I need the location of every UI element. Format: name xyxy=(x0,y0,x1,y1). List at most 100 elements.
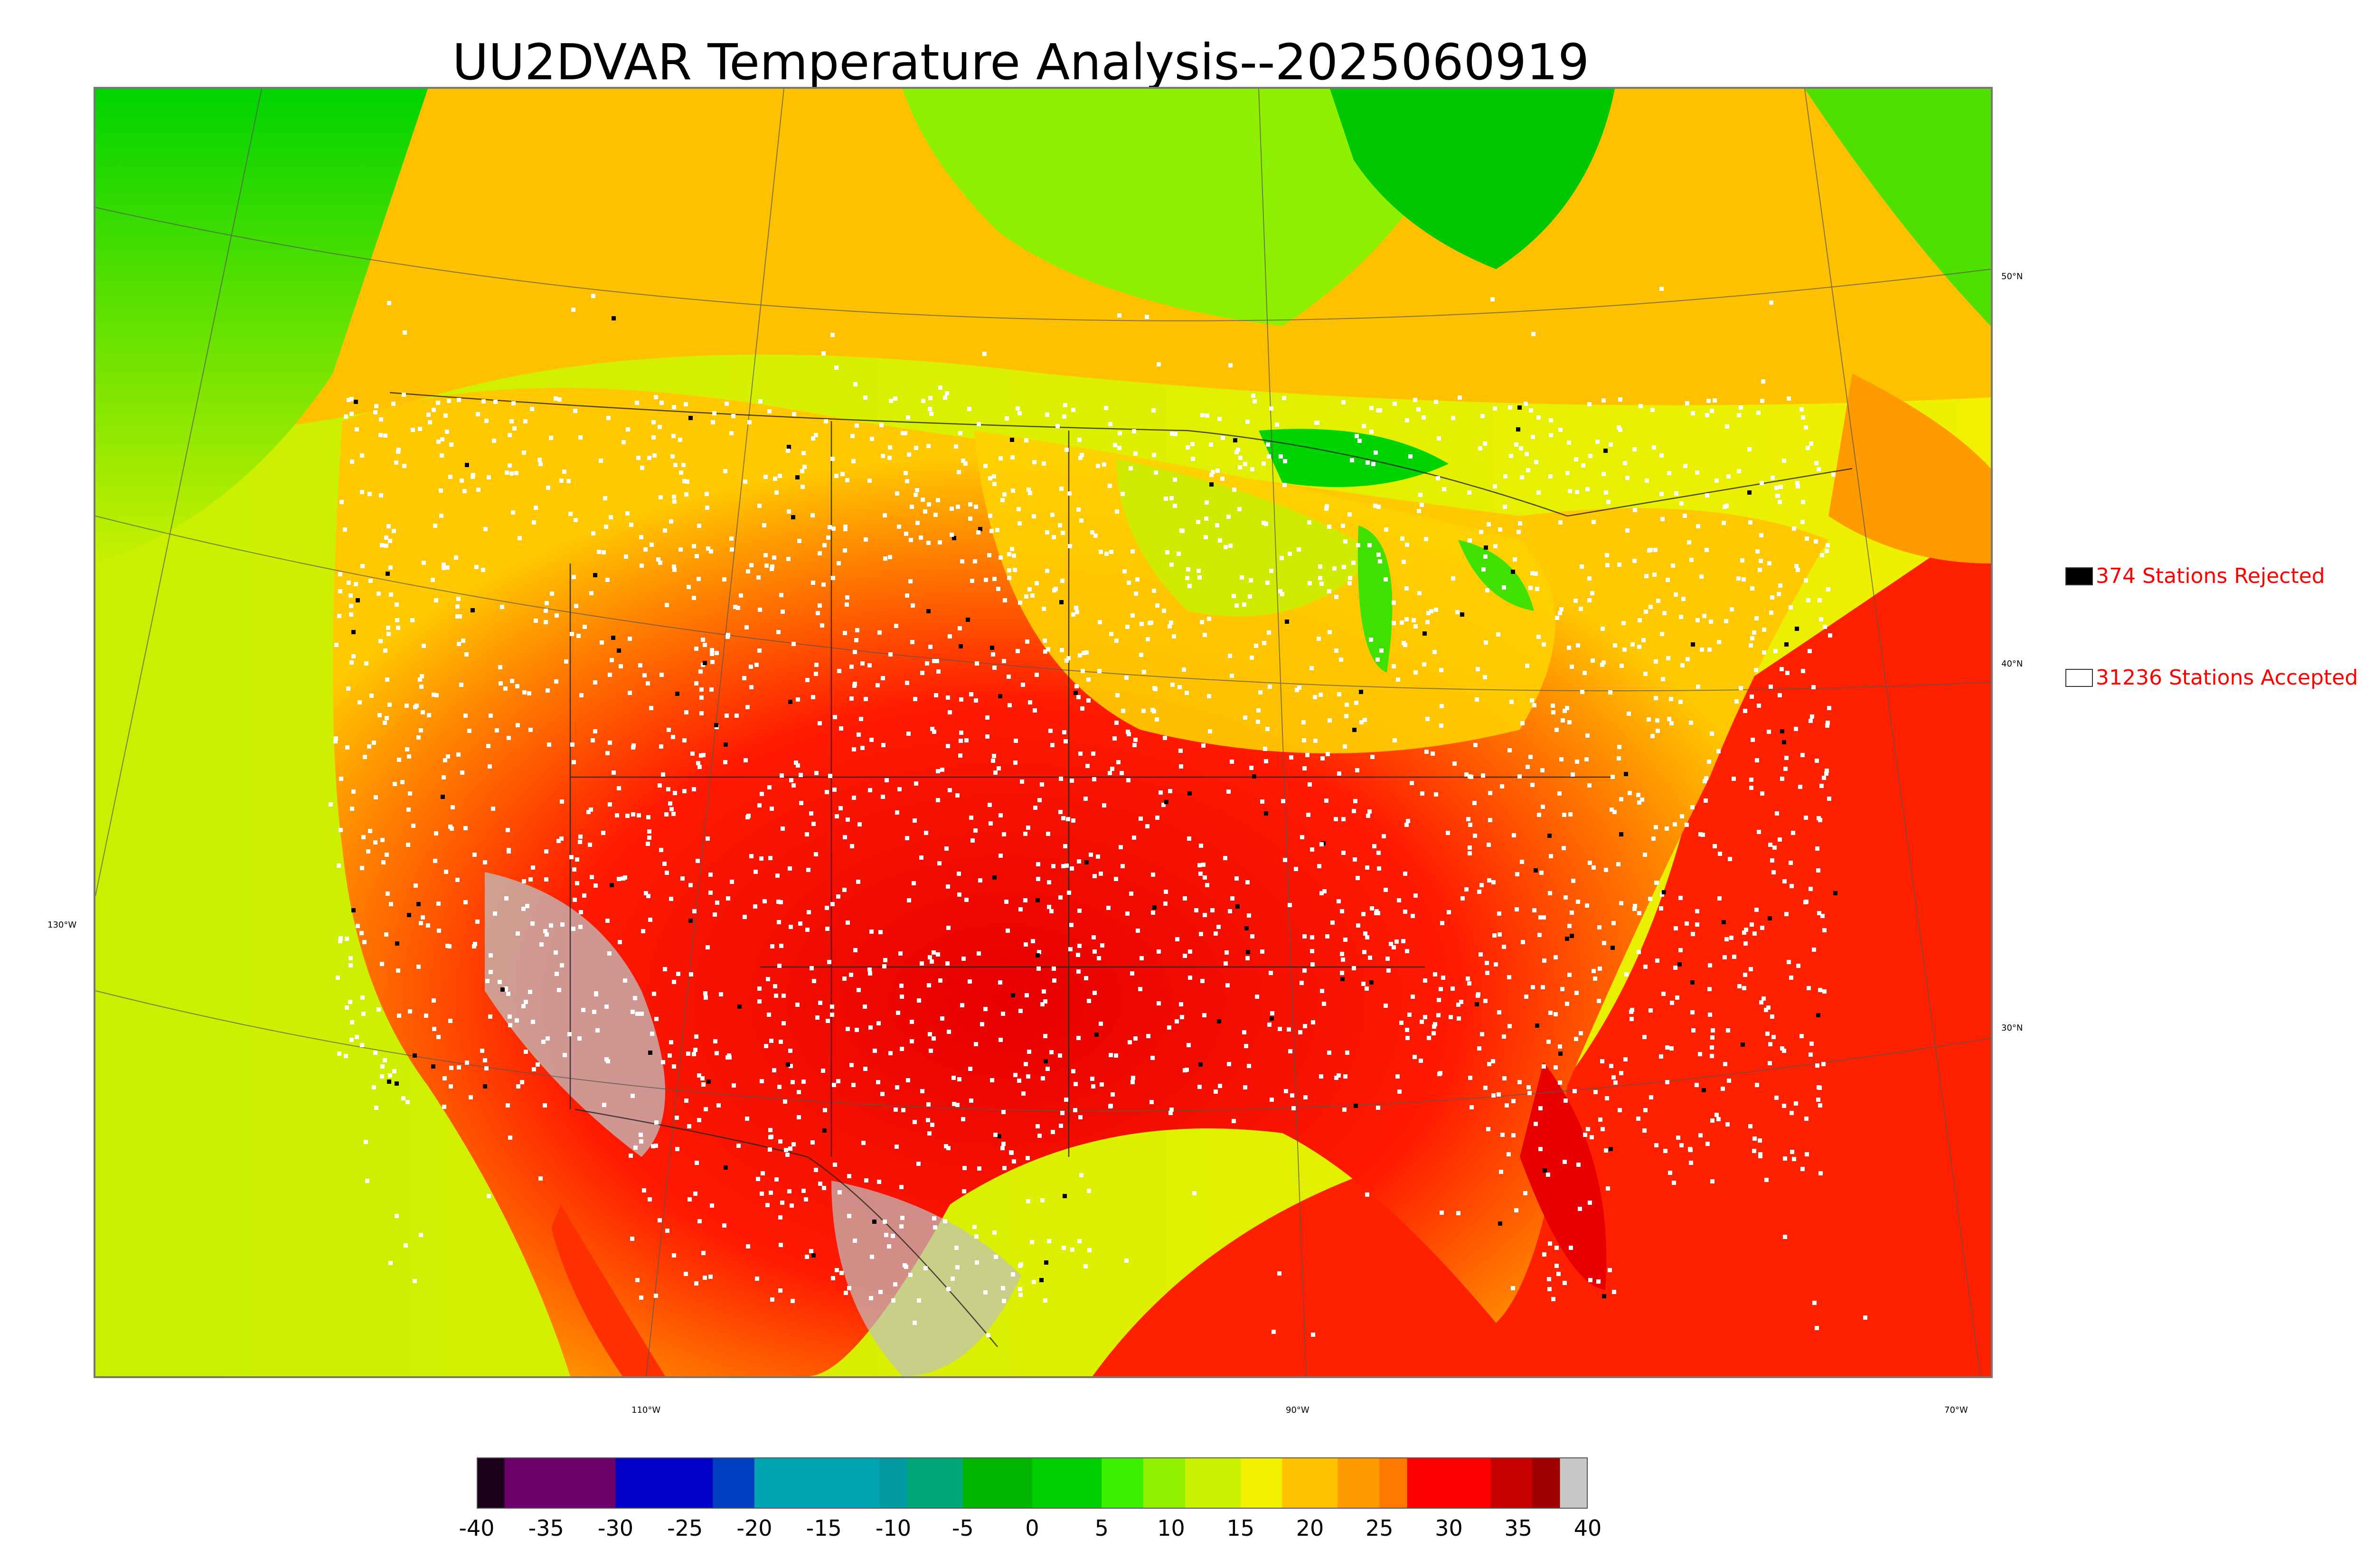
accepted-station xyxy=(1782,459,1786,463)
accepted-station xyxy=(920,1089,924,1093)
rejected-station xyxy=(724,1165,728,1170)
accepted-station xyxy=(462,489,467,493)
accepted-station xyxy=(1651,836,1656,841)
accepted-station xyxy=(1809,719,1813,723)
accepted-station xyxy=(825,906,829,910)
accepted-station xyxy=(1260,949,1264,954)
accepted-station xyxy=(1242,1030,1246,1034)
accepted-station xyxy=(1528,586,1533,590)
accepted-station xyxy=(1476,994,1480,998)
accepted-station xyxy=(642,1188,646,1192)
rejected-station xyxy=(1603,449,1608,453)
accepted-station xyxy=(360,453,364,458)
accepted-station xyxy=(493,911,497,916)
accepted-station xyxy=(1675,995,1679,1000)
accepted-station xyxy=(1669,697,1673,701)
accepted-station xyxy=(888,652,893,657)
accepted-station xyxy=(1433,1022,1437,1026)
accepted-station xyxy=(1748,520,1752,525)
accepted-station xyxy=(1249,766,1253,770)
accepted-station xyxy=(795,1003,800,1007)
accepted-station xyxy=(824,419,828,423)
accepted-station xyxy=(639,535,643,539)
accepted-station xyxy=(579,910,583,914)
accepted-station xyxy=(1606,1186,1610,1191)
accepted-station xyxy=(1598,1117,1602,1122)
accepted-station xyxy=(754,870,758,874)
accepted-station xyxy=(345,745,349,750)
accepted-station xyxy=(1576,1163,1581,1167)
accepted-station xyxy=(831,576,835,580)
accepted-station xyxy=(708,873,713,877)
accepted-station xyxy=(1441,976,1445,980)
accepted-station xyxy=(589,807,593,812)
accepted-station xyxy=(1129,892,1133,896)
accepted-station xyxy=(983,1290,988,1295)
accepted-station xyxy=(809,811,813,816)
rejected-station xyxy=(1498,1221,1502,1226)
accepted-station xyxy=(1227,1062,1231,1066)
colorbar-segment xyxy=(713,1457,755,1509)
accepted-station xyxy=(1769,685,1773,689)
accepted-station xyxy=(985,734,989,739)
accepted-station xyxy=(1666,578,1670,582)
accepted-station xyxy=(1300,835,1304,839)
accepted-station xyxy=(1627,712,1631,716)
accepted-station xyxy=(980,1022,984,1026)
accepted-station xyxy=(1538,1106,1543,1110)
accepted-station xyxy=(1269,406,1273,411)
accepted-station xyxy=(913,697,917,701)
accepted-station xyxy=(1768,1042,1772,1046)
accepted-station xyxy=(589,591,594,595)
accepted-station xyxy=(913,1120,917,1124)
accepted-station xyxy=(1774,486,1779,490)
accepted-station xyxy=(1809,1042,1814,1046)
accepted-station xyxy=(1536,415,1541,420)
accepted-station xyxy=(360,564,365,568)
accepted-station xyxy=(1130,613,1135,618)
accepted-station xyxy=(652,453,657,458)
accepted-station xyxy=(1114,877,1118,881)
accepted-station xyxy=(1131,1076,1135,1080)
accepted-station xyxy=(692,596,696,600)
accepted-station xyxy=(1645,479,1649,483)
accepted-station xyxy=(1010,547,1014,551)
accepted-station xyxy=(522,879,526,883)
accepted-station xyxy=(349,956,353,960)
accepted-station xyxy=(407,754,411,759)
accepted-station xyxy=(1099,872,1103,876)
rejected-station xyxy=(1198,1062,1203,1067)
accepted-station xyxy=(935,659,939,663)
accepted-station xyxy=(1059,777,1063,781)
accepted-station xyxy=(1473,834,1477,838)
accepted-station xyxy=(1203,875,1207,880)
accepted-station xyxy=(507,736,511,740)
accepted-station xyxy=(649,706,653,710)
accepted-station xyxy=(1619,1071,1623,1075)
accepted-station xyxy=(406,843,410,847)
accepted-station xyxy=(1243,715,1247,720)
accepted-station xyxy=(1268,685,1272,689)
accepted-station xyxy=(656,557,660,562)
accepted-station xyxy=(1207,694,1211,698)
accepted-station xyxy=(1760,481,1764,485)
accepted-station xyxy=(938,540,942,545)
accepted-station xyxy=(1591,658,1595,663)
accepted-station xyxy=(419,921,423,925)
accepted-station xyxy=(762,523,766,527)
accepted-station xyxy=(764,563,769,568)
accepted-station xyxy=(538,1176,543,1181)
accepted-station xyxy=(393,782,397,786)
rejected-station xyxy=(1516,427,1520,432)
accepted-station xyxy=(969,692,973,696)
accepted-station xyxy=(1412,618,1416,622)
accepted-station xyxy=(454,555,458,560)
accepted-station xyxy=(546,486,550,490)
accepted-station xyxy=(1695,470,1699,475)
accepted-station xyxy=(483,527,488,531)
accepted-station xyxy=(1169,496,1174,500)
accepted-station xyxy=(1484,640,1488,645)
accepted-station xyxy=(1476,667,1480,671)
accepted-station xyxy=(1204,535,1208,539)
accepted-station xyxy=(1789,976,1793,980)
